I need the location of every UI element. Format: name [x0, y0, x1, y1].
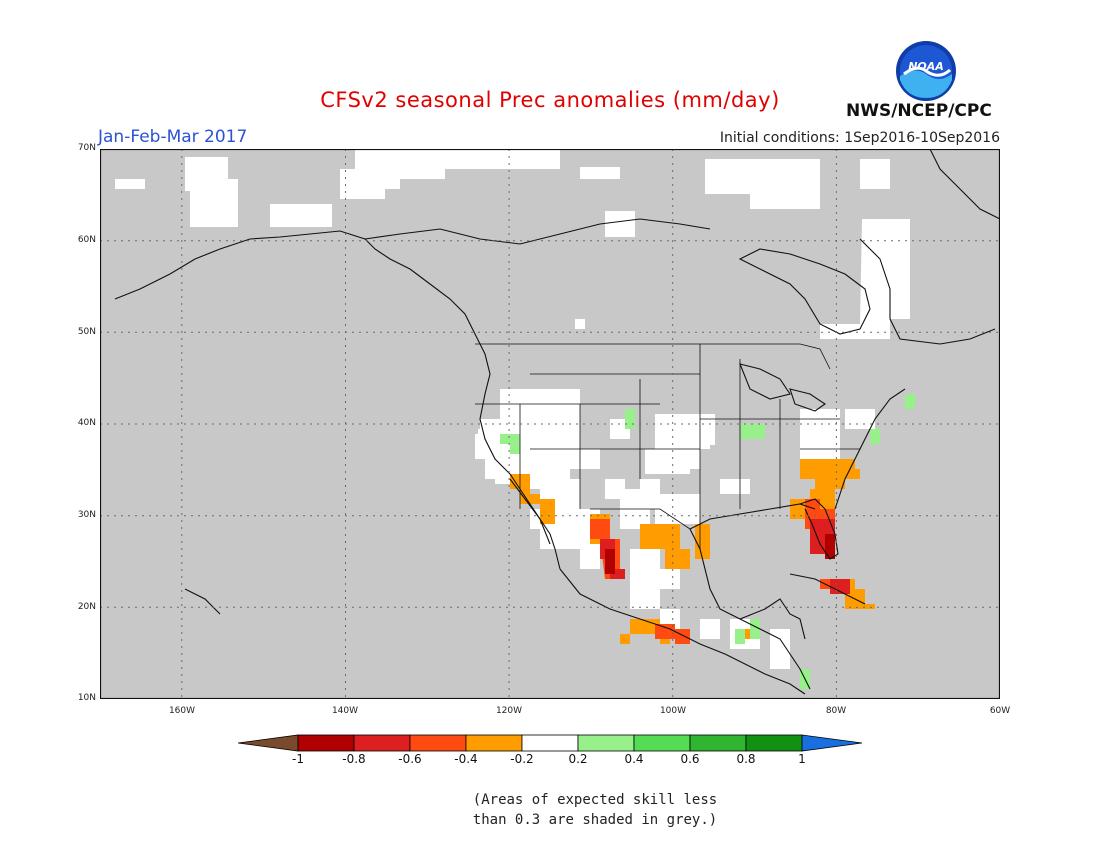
lat-label-50n: 50N: [77, 327, 96, 337]
colorbar-bin: [521, 734, 579, 752]
skill-note-line-2: than 0.3 are shaded in grey.): [472, 812, 718, 828]
lon-label-140w: 140W: [331, 706, 359, 716]
forecast-period: Jan-Feb-Mar 2017: [98, 127, 248, 147]
noaa-logo-icon: [896, 41, 956, 101]
colorbar-bin: [745, 734, 803, 752]
skill-note-line-1: (Areas of expected skill less: [472, 792, 718, 808]
lat-label-60n: 60N: [77, 235, 96, 245]
colorbar-label: -1: [292, 752, 304, 766]
wet-anomaly-light: [500, 394, 915, 689]
lat-label-20n: 20N: [77, 602, 96, 612]
colorbar-bin: [297, 734, 355, 752]
colorbar-bin: [633, 734, 691, 752]
chart-title: CFSv2 seasonal Prec anomalies (mm/day): [320, 88, 780, 112]
colorbar-label: -0.8: [342, 752, 366, 766]
colorbar-label: -0.2: [510, 752, 534, 766]
lon-label-80w: 80W: [825, 706, 847, 716]
colorbar-bin: [577, 734, 635, 752]
colorbar-label: -0.6: [398, 752, 422, 766]
lat-label-70n: 70N: [77, 143, 96, 153]
lon-label-100w: 100W: [659, 706, 687, 716]
colorbar-arrow-low: [238, 734, 299, 752]
logo-text: NOAA: [908, 60, 944, 73]
colorbar-arrow-high: [801, 734, 862, 752]
coastlines: [114, 149, 1000, 695]
colorbar-label: 0.6: [680, 752, 700, 766]
dry-anomaly-extreme: [605, 534, 835, 574]
colorbar-bin: [353, 734, 411, 752]
colorbar-label: 0.4: [624, 752, 644, 766]
lat-label-30n: 30N: [77, 510, 96, 520]
lat-label-40n: 40N: [77, 418, 96, 428]
colorbar-label: 0.2: [568, 752, 588, 766]
lon-label-160w: 160W: [168, 706, 196, 716]
neutral-anomaly-patches: [115, 149, 910, 669]
colorbar-bin: [409, 734, 467, 752]
lat-label-10n: 10N: [77, 693, 96, 703]
map-frame: [100, 149, 1000, 699]
colorbar-label: 1: [798, 752, 806, 766]
agency-label: NWS/NCEP/CPC: [846, 101, 992, 121]
precip-anomaly-map: [100, 149, 1000, 699]
lon-label-60w: 60W: [989, 706, 1011, 716]
colorbar-bin: [465, 734, 523, 752]
colorbar-label: 0.8: [736, 752, 756, 766]
colorbar-bin: [689, 734, 747, 752]
colorbar: [238, 734, 862, 752]
initial-conditions: Initial conditions: 1Sep2016-10Sep2016: [719, 130, 1000, 146]
graticule: [100, 149, 1000, 699]
colorbar-label: -0.4: [454, 752, 478, 766]
lon-label-120w: 120W: [495, 706, 523, 716]
political-borders: [475, 343, 860, 549]
